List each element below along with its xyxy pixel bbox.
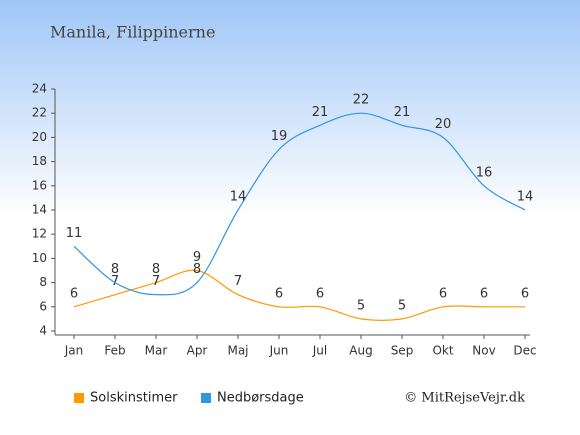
data-label: 6 — [521, 286, 529, 301]
y-tick-label: 18 — [32, 154, 47, 168]
data-label: 16 — [476, 165, 493, 180]
legend-swatch — [201, 393, 211, 403]
data-label: 5 — [357, 298, 365, 313]
y-tick-label: 6 — [39, 299, 47, 313]
y-tick-label: 24 — [32, 82, 47, 96]
data-label: 8 — [193, 262, 201, 277]
x-tick-label: Sep — [391, 344, 414, 358]
data-label: 19 — [271, 129, 288, 144]
data-label: 6 — [70, 286, 78, 301]
data-label: 9 — [193, 250, 201, 265]
chart-title: Manila, Filippinerne — [50, 23, 215, 42]
data-label: 7 — [152, 274, 160, 289]
y-tick-label: 12 — [32, 227, 47, 241]
data-label: 11 — [66, 226, 83, 241]
data-label: 7 — [234, 274, 242, 289]
x-tick-label: Okt — [432, 344, 453, 358]
credit: © MitRejseVejr.dk — [404, 391, 525, 406]
x-tick-label: Jun — [269, 344, 289, 358]
legend-label: Nedbørsdage — [217, 391, 304, 406]
x-tick-label: Maj — [227, 344, 248, 358]
data-label: 21 — [312, 105, 329, 120]
x-tick-label: Jan — [64, 344, 84, 358]
x-tick-label: Dec — [513, 344, 536, 358]
data-label: 20 — [435, 117, 452, 132]
y-tick-label: 8 — [39, 275, 47, 289]
y-tick-label: 16 — [32, 178, 47, 192]
data-label: 8 — [111, 262, 119, 277]
data-label: 14 — [517, 190, 534, 205]
data-label: 22 — [353, 93, 370, 108]
data-label: 6 — [316, 286, 324, 301]
legend-label: Solskinstimer — [90, 391, 178, 406]
data-label: 7 — [111, 274, 119, 289]
x-tick-label: Aug — [349, 344, 372, 358]
y-tick-label: 22 — [32, 106, 47, 120]
data-label: 6 — [439, 286, 447, 301]
data-label: 6 — [480, 286, 488, 301]
x-tick-label: Mar — [145, 344, 168, 358]
y-tick-label: 20 — [32, 130, 47, 144]
series-line — [73, 112, 526, 296]
series-line — [73, 269, 525, 322]
x-tick-label: Nov — [472, 344, 495, 358]
y-tick-label: 14 — [32, 203, 47, 217]
data-label: 8 — [152, 262, 160, 277]
data-label: 5 — [398, 298, 406, 313]
data-label: 14 — [230, 190, 247, 205]
x-tick-label: Feb — [104, 344, 125, 358]
data-label: 21 — [394, 105, 411, 120]
data-label: 6 — [275, 286, 283, 301]
legend-swatch — [74, 393, 84, 403]
x-tick-label: Apr — [187, 344, 208, 358]
x-tick-label: Jul — [312, 344, 327, 358]
y-tick-label: 4 — [39, 324, 47, 338]
y-tick-label: 10 — [32, 251, 47, 265]
